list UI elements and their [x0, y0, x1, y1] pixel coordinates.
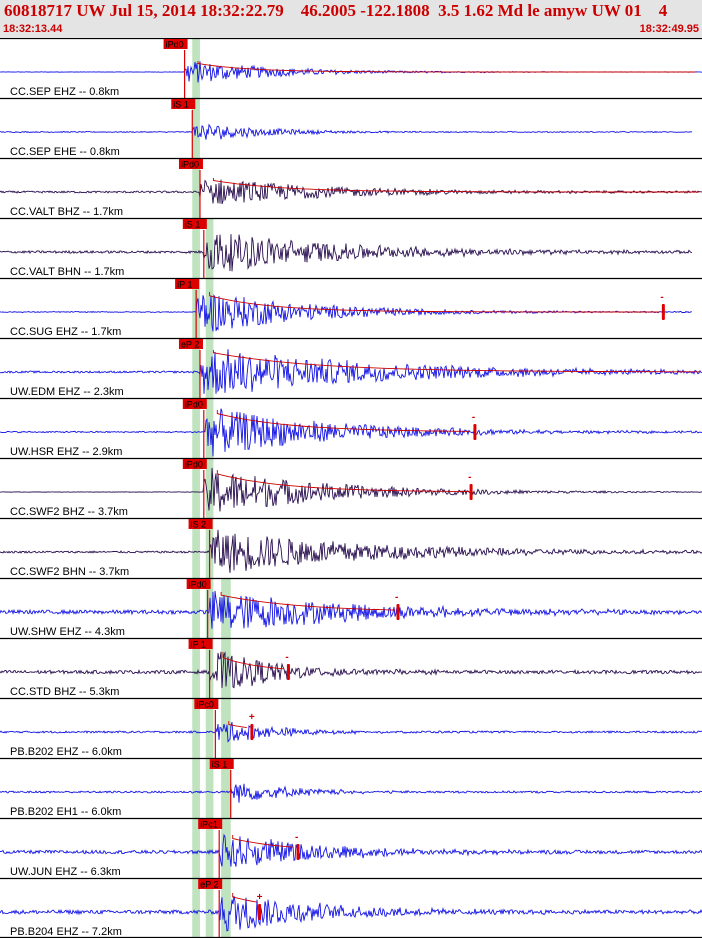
pick-flag[interactable] [175, 279, 200, 289]
pick-flag[interactable] [188, 639, 213, 649]
event-title: 60818717 UW Jul 15, 2014 18:32:22.79 46.… [4, 1, 668, 20]
coda-end-marker[interactable] [250, 724, 254, 740]
station-label: CC.VALT BHN -- 1.7km [10, 266, 124, 278]
waveform [0, 529, 702, 573]
pick-flag[interactable] [188, 519, 213, 529]
pick-label[interactable]: iPd0 [185, 400, 203, 410]
station-label: CC.SWF2 BHZ -- 3.7km [10, 506, 128, 518]
coda-marker-symbol: - [395, 592, 398, 603]
coda-marker-symbol: - [295, 832, 298, 843]
station-label: PB.B204 EHZ -- 7.2km [10, 926, 122, 938]
pick-label[interactable]: iPd0 [166, 40, 184, 50]
pick-flag[interactable] [186, 579, 211, 589]
coda-marker-symbol: - [472, 412, 475, 423]
coda-end-marker[interactable] [469, 484, 473, 500]
pick-label[interactable]: iPd0 [185, 460, 203, 470]
coda-fit-line [209, 292, 660, 313]
coda-end-marker[interactable] [473, 424, 477, 440]
coda-end-marker[interactable] [661, 304, 665, 320]
coda-marker-symbol: - [285, 652, 288, 663]
pick-label[interactable]: eP 2 [200, 880, 218, 890]
pick-label[interactable]: iPc0 [196, 700, 214, 710]
end-time: 18:32:49.95 [639, 23, 699, 35]
station-label: PB.B202 EHZ -- 6.0km [10, 746, 122, 758]
coda-fit-line [222, 652, 284, 670]
waveform [0, 896, 702, 932]
coda-fit-line [212, 178, 700, 193]
coda-marker-symbol: - [468, 472, 471, 483]
pick-label[interactable]: eP 2 [181, 340, 199, 350]
pick-flag[interactable] [209, 759, 234, 769]
waveform [0, 833, 702, 867]
station-label: CC.SEP EHE -- 0.8km [10, 146, 120, 158]
station-label: CC.VALT BHZ -- 1.7km [10, 206, 123, 218]
pick-flag[interactable] [178, 159, 203, 169]
station-label: UW.HSR EHZ -- 2.9km [10, 446, 122, 458]
coda-fit-line [228, 721, 247, 729]
coda-fit-line [212, 350, 700, 373]
coda-fit-line [232, 893, 257, 903]
pick-flag[interactable] [178, 339, 203, 349]
header-bar: 60818717 UW Jul 15, 2014 18:32:22.79 46.… [0, 0, 702, 38]
pick-label[interactable]: iP 1 [177, 280, 192, 290]
pick-label[interactable]: iS 2 [191, 520, 207, 530]
station-label: UW.JUN EHZ -- 6.3km [10, 866, 121, 878]
station-label: CC.STD BHZ -- 5.3km [10, 686, 119, 698]
pick-flag[interactable] [198, 879, 223, 889]
coda-marker-symbol: + [249, 712, 255, 723]
coda-fit-line [216, 410, 470, 432]
pick-window-0 [192, 38, 200, 938]
seismogram-panel: iPd0 CC.SEP EHZ -- 0.8km iS 1 CC.SEP EHE --… [0, 38, 702, 938]
coda-end-marker[interactable] [396, 604, 400, 620]
station-label: CC.SUG EHZ -- 1.7km [10, 326, 121, 338]
start-time: 18:32:13.44 [3, 23, 63, 35]
pick-label[interactable]: iS 1 [173, 100, 189, 110]
station-label: UW.SHW EHZ -- 4.3km [10, 626, 125, 638]
coda-end-marker[interactable] [296, 844, 300, 860]
coda-marker-symbol: - [660, 292, 663, 303]
pick-label[interactable]: iP 1 [191, 640, 206, 650]
waveform [0, 123, 693, 140]
station-label: PB.B202 EH1 -- 6.0km [10, 806, 121, 818]
pick-flag[interactable] [182, 219, 207, 229]
pick-flag[interactable] [198, 819, 223, 829]
pick-label[interactable]: iS 1 [212, 760, 228, 770]
waveform [0, 467, 702, 512]
waveform [0, 234, 692, 272]
pick-label[interactable]: iPd0 [189, 580, 207, 590]
pick-flag[interactable] [182, 459, 207, 469]
coda-end-marker[interactable] [286, 664, 290, 680]
coda-fit-line [232, 835, 293, 848]
waveform [0, 179, 702, 205]
pick-flag[interactable] [182, 399, 207, 409]
station-label: CC.SEP EHZ -- 0.8km [10, 86, 119, 98]
station-label: UW.EDM EHZ -- 2.3km [10, 386, 124, 398]
waveform [0, 590, 702, 629]
pick-label[interactable]: iS 1 [185, 220, 201, 230]
waveform [0, 651, 702, 689]
coda-fit-line [197, 61, 696, 73]
pick-flag[interactable] [171, 99, 196, 109]
pick-label[interactable]: iPc1 [200, 820, 218, 830]
waveform [0, 783, 702, 803]
waveform [0, 721, 702, 743]
coda-fit-line [216, 470, 470, 492]
coda-end-marker[interactable] [258, 904, 262, 920]
pick-flag[interactable] [163, 39, 188, 49]
pick-flag[interactable] [194, 699, 219, 709]
station-label: CC.SWF2 BHN -- 3.7km [10, 566, 129, 578]
pick-label[interactable]: iPd0 [181, 160, 199, 170]
coda-marker-symbol: + [257, 892, 263, 903]
coda-fit-line [220, 592, 396, 611]
